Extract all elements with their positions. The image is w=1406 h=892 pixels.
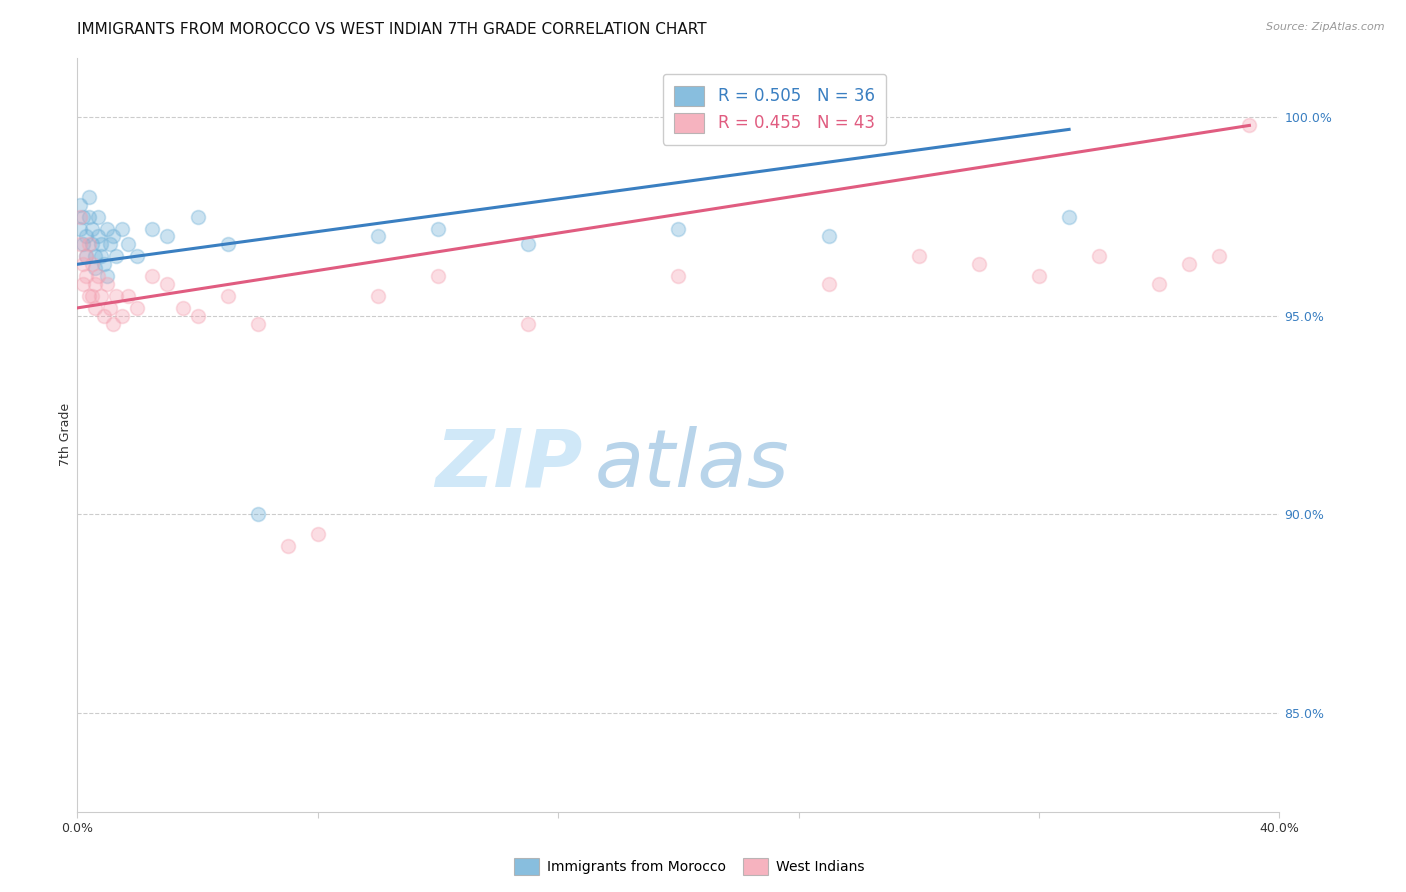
Point	[427, 269, 450, 284]
Point	[96, 269, 118, 284]
Point	[96, 221, 118, 235]
Point	[79, 190, 101, 204]
Text: IMMIGRANTS FROM MOROCCO VS WEST INDIAN 7TH GRADE CORRELATION CHART: IMMIGRANTS FROM MOROCCO VS WEST INDIAN 7…	[77, 22, 707, 37]
Text: Source: ZipAtlas.com: Source: ZipAtlas.com	[1267, 22, 1385, 32]
Point	[79, 210, 101, 224]
Point	[100, 237, 122, 252]
Point	[69, 221, 91, 235]
Point	[1208, 249, 1230, 263]
Point	[69, 210, 91, 224]
Point	[427, 221, 450, 235]
Point	[217, 237, 239, 252]
Point	[517, 237, 540, 252]
Point	[84, 277, 107, 291]
Point	[367, 289, 389, 303]
Point	[156, 277, 179, 291]
Point	[1239, 119, 1261, 133]
Point	[93, 257, 115, 271]
Point	[79, 237, 101, 252]
Point	[84, 249, 107, 263]
Point	[87, 229, 110, 244]
Point	[75, 229, 97, 244]
Point	[72, 257, 94, 271]
Point	[967, 257, 990, 271]
Point	[817, 277, 839, 291]
Point	[1149, 277, 1171, 291]
Point	[90, 237, 112, 252]
Point	[246, 507, 269, 521]
Point	[90, 289, 112, 303]
Point	[79, 289, 101, 303]
Point	[111, 221, 134, 235]
Point	[75, 249, 97, 263]
Point	[141, 221, 163, 235]
Point	[111, 309, 134, 323]
Point	[72, 210, 94, 224]
Point	[117, 237, 139, 252]
Legend: Immigrants from Morocco, West Indians: Immigrants from Morocco, West Indians	[508, 853, 870, 880]
Text: ZIP: ZIP	[434, 426, 582, 504]
Point	[90, 249, 112, 263]
Point	[87, 269, 110, 284]
Point	[817, 229, 839, 244]
Point	[668, 269, 690, 284]
Point	[668, 221, 690, 235]
Point	[1178, 257, 1201, 271]
Point	[87, 210, 110, 224]
Point	[127, 301, 149, 315]
Point	[187, 309, 209, 323]
Point	[187, 210, 209, 224]
Point	[156, 229, 179, 244]
Point	[103, 229, 125, 244]
Point	[1088, 249, 1111, 263]
Point	[93, 309, 115, 323]
Point	[103, 317, 125, 331]
Point	[72, 277, 94, 291]
Text: atlas: atlas	[595, 426, 789, 504]
Point	[69, 198, 91, 212]
Point	[82, 237, 104, 252]
Point	[82, 221, 104, 235]
Point	[96, 277, 118, 291]
Point	[75, 269, 97, 284]
Point	[117, 289, 139, 303]
Point	[217, 289, 239, 303]
Point	[84, 261, 107, 276]
Point	[307, 527, 329, 541]
Point	[367, 229, 389, 244]
Point	[908, 249, 931, 263]
Point	[72, 237, 94, 252]
Y-axis label: 7th Grade: 7th Grade	[59, 403, 72, 467]
Point	[100, 301, 122, 315]
Point	[1028, 269, 1050, 284]
Point	[517, 317, 540, 331]
Point	[105, 289, 128, 303]
Point	[1057, 210, 1080, 224]
Point	[82, 289, 104, 303]
Point	[75, 249, 97, 263]
Point	[172, 301, 194, 315]
Point	[277, 539, 299, 553]
Point	[84, 301, 107, 315]
Point	[141, 269, 163, 284]
Point	[69, 237, 91, 252]
Point	[82, 257, 104, 271]
Legend: R = 0.505   N = 36, R = 0.455   N = 43: R = 0.505 N = 36, R = 0.455 N = 43	[662, 74, 886, 145]
Point	[127, 249, 149, 263]
Point	[246, 317, 269, 331]
Point	[105, 249, 128, 263]
